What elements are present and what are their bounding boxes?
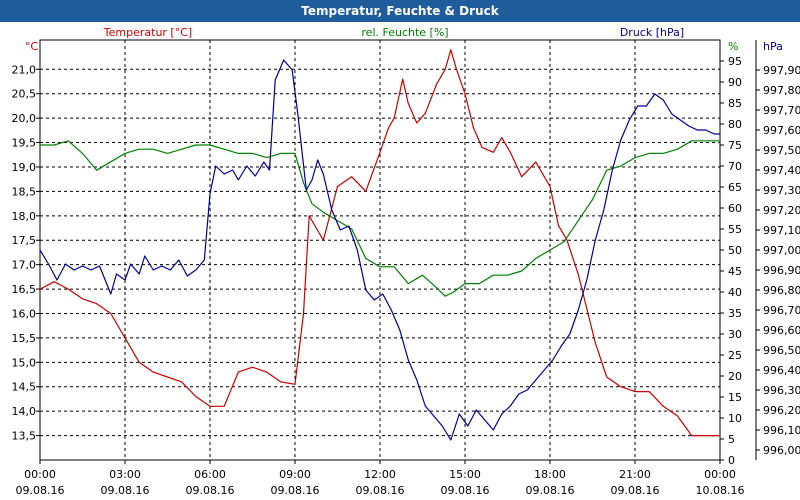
humidity-tick-label: 35 (728, 307, 742, 320)
humidity-tick-label: 0 (728, 454, 735, 467)
pressure-tick-label: 996,20 (763, 404, 800, 417)
x-tick-date-label: 09.08.16 (16, 484, 65, 497)
x-tick-date-label: 09.08.16 (101, 484, 150, 497)
humidity-tick-label: 95 (728, 55, 742, 68)
humidity-tick-label: 90 (728, 76, 742, 89)
temperature-tick-label: 17,0 (12, 259, 37, 272)
humidity-tick-label: 30 (728, 328, 742, 341)
humidity-tick-label: 5 (728, 433, 735, 446)
pressure-tick-label: 997,70 (763, 104, 800, 117)
pressure-tick-label: 997,10 (763, 224, 800, 237)
pressure-tick-label: 996,00 (763, 444, 800, 457)
temperature-tick-label: 20,0 (12, 112, 37, 125)
humidity-tick-label: 40 (728, 286, 742, 299)
x-tick-time-label: 12:00 (364, 468, 396, 481)
x-tick-date-label: 10.08.16 (696, 484, 745, 497)
pressure-tick-label: 996,90 (763, 264, 800, 277)
temperature-tick-label: 16,0 (12, 307, 37, 320)
humidity-tick-label: 25 (728, 349, 742, 362)
humidity-tick-label: 55 (728, 223, 742, 236)
temperature-tick-label: 18,0 (12, 210, 37, 223)
temperature-tick-label: 15,5 (12, 332, 37, 345)
temperature-tick-label: 19,5 (12, 137, 37, 150)
series-line-pressure (39, 59, 720, 441)
humidity-tick-label: 15 (728, 391, 742, 404)
temperature-tick-label: 16,5 (12, 283, 37, 296)
humidity-tick-label: 50 (728, 244, 742, 257)
x-tick-date-label: 09.08.16 (611, 484, 660, 497)
pressure-unit-label: hPa (763, 40, 783, 53)
pressure-tick-label: 997,20 (763, 204, 800, 217)
series-line-temperature (39, 49, 720, 437)
pressure-tick-label: 997,30 (763, 184, 800, 197)
humidity-tick-label: 60 (728, 202, 742, 215)
pressure-tick-label: 997,80 (763, 84, 800, 97)
x-tick-time-label: 00:00 (704, 468, 736, 481)
x-tick-time-label: 18:00 (534, 468, 566, 481)
temperature-tick-label: 19,0 (12, 161, 37, 174)
humidity-tick-label: 65 (728, 181, 742, 194)
x-tick-time-label: 00:00 (24, 468, 56, 481)
humidity-tick-label: 45 (728, 265, 742, 278)
humidity-tick-label: 20 (728, 370, 742, 383)
humidity-tick-label: 85 (728, 97, 742, 110)
temperature-tick-label: 21,0 (12, 63, 37, 76)
pressure-tick-label: 997,60 (763, 124, 800, 137)
pressure-tick-label: 996,40 (763, 364, 800, 377)
series-line-humidity (40, 140, 720, 297)
pressure-tick-label: 997,00 (763, 244, 800, 257)
temperature-tick-label: 13,5 (12, 430, 37, 443)
temperature-tick-label: 15,0 (12, 356, 37, 369)
pressure-tick-label: 996,30 (763, 384, 800, 397)
humidity-tick-label: 70 (728, 160, 742, 173)
humidity-tick-label: 80 (728, 118, 742, 131)
axes-layer: 00:00 09.08.16 03:00 09.08.16 06:00 09.08.16 0… (12, 26, 800, 497)
x-tick-time-label: 03:00 (109, 468, 141, 481)
pressure-tick-label: 996,50 (763, 344, 800, 357)
chart-title: Temperatur, Feuchte & Druck (0, 0, 800, 22)
x-tick-date-label: 09.08.16 (441, 484, 490, 497)
humidity-tick-label: 75 (728, 139, 742, 152)
pressure-tick-label: 996,60 (763, 324, 800, 337)
humidity-tick-label: 10 (728, 412, 742, 425)
pressure-axis-label: Druck [hPa] (620, 26, 684, 39)
pressure-tick-label: 997,90 (763, 64, 800, 77)
pressure-tick-label: 997,40 (763, 164, 800, 177)
x-tick-date-label: 09.08.16 (526, 484, 575, 497)
temperature-unit-label: °C (25, 40, 39, 53)
humidity-unit-label: % (728, 40, 738, 53)
x-tick-date-label: 09.08.16 (356, 484, 405, 497)
x-tick-time-label: 09:00 (279, 468, 311, 481)
temperature-tick-label: 20,5 (12, 88, 37, 101)
temperature-tick-label: 18,5 (12, 185, 37, 198)
x-tick-time-label: 06:00 (194, 468, 226, 481)
humidity-axis-label: rel. Feuchte [%] (361, 26, 448, 39)
pressure-tick-label: 997,50 (763, 144, 800, 157)
series-layer (39, 49, 720, 441)
temperature-tick-label: 17,5 (12, 234, 37, 247)
temperature-tick-label: 14,5 (12, 381, 37, 394)
x-tick-time-label: 21:00 (619, 468, 651, 481)
x-tick-time-label: 15:00 (449, 468, 481, 481)
temperature-tick-label: 14,0 (12, 405, 37, 418)
pressure-tick-label: 996,10 (763, 424, 800, 437)
x-tick-date-label: 09.08.16 (186, 484, 235, 497)
pressure-tick-label: 996,70 (763, 304, 800, 317)
pressure-tick-label: 996,80 (763, 284, 800, 297)
x-tick-date-label: 09.08.16 (271, 484, 320, 497)
temperature-axis-label: Temperatur [°C] (103, 26, 192, 39)
